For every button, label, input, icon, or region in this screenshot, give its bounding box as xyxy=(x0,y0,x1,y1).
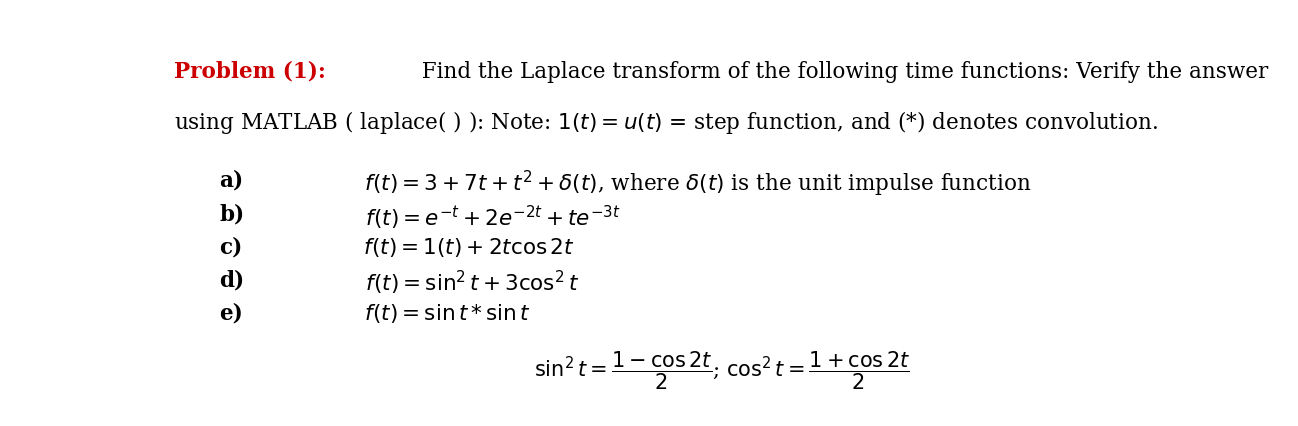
Text: Find the Laplace transform of the following time functions: Verify the answer: Find the Laplace transform of the follow… xyxy=(415,61,1268,83)
Text: $f(t) = 3 + 7t + t^2 + \delta(t)$, where $\delta(t)$ is the unit impulse functio: $f(t) = 3 + 7t + t^2 + \delta(t)$, where… xyxy=(352,169,1032,199)
Text: Problem (1):: Problem (1): xyxy=(174,61,326,83)
Text: c): c) xyxy=(219,236,243,259)
Text: b): b) xyxy=(219,204,245,226)
Text: e): e) xyxy=(219,302,243,324)
Text: a): a) xyxy=(219,169,244,191)
Text: $f(t) = \sin t * \sin t$: $f(t) = \sin t * \sin t$ xyxy=(350,302,531,325)
Text: d): d) xyxy=(219,269,245,291)
Text: $f(t) = e^{-t} + 2e^{-2t} + te^{-3t}$: $f(t) = e^{-t} + 2e^{-2t} + te^{-3t}$ xyxy=(352,204,620,232)
Text: $f(t) = \sin^2 t + 3\cos^2 t$: $f(t) = \sin^2 t + 3\cos^2 t$ xyxy=(352,269,579,297)
Text: using MATLAB ( laplace( ) ): Note: $1(t) = u(t)$ = step function, and (*) denote: using MATLAB ( laplace( ) ): Note: $1(t)… xyxy=(174,109,1158,135)
Text: $\sin^2 t = \dfrac{1-\cos 2t}{2}$; $\cos^2 t = \dfrac{1+\cos 2t}{2}$: $\sin^2 t = \dfrac{1-\cos 2t}{2}$; $\cos… xyxy=(535,350,911,392)
Text: $f(t) = 1(t) + 2t\cos 2t$: $f(t) = 1(t) + 2t\cos 2t$ xyxy=(350,236,575,259)
